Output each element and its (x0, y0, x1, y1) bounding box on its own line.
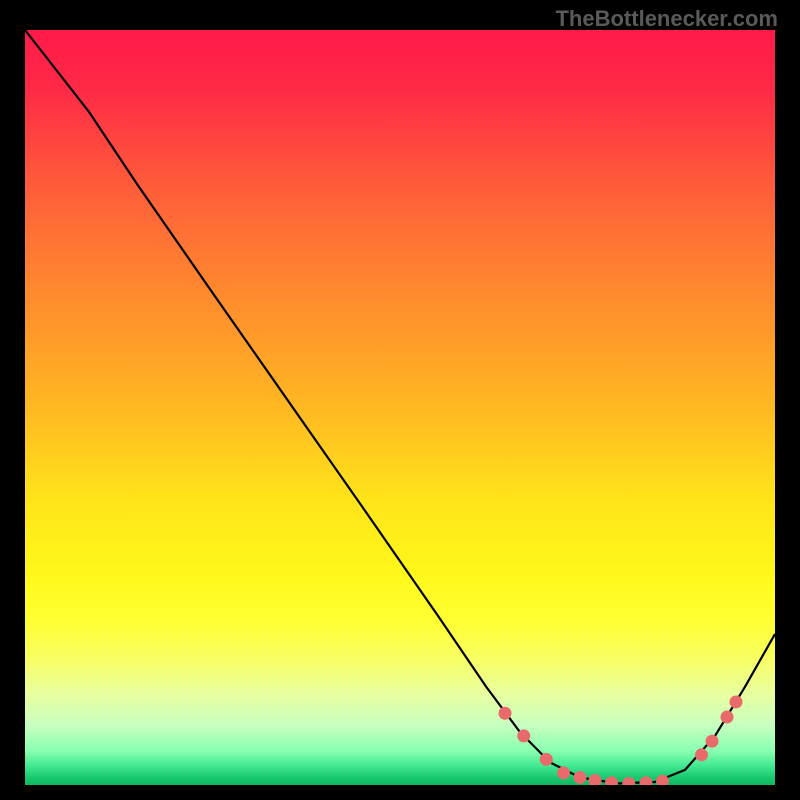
curve-marker (557, 766, 570, 779)
gradient-background (25, 30, 775, 785)
curve-marker (695, 748, 708, 761)
curve-marker (706, 735, 719, 748)
curve-marker (721, 711, 734, 724)
curve-marker (574, 771, 587, 784)
curve-marker (517, 729, 530, 742)
curve-marker (730, 695, 743, 708)
curve-marker (540, 753, 553, 766)
curve-marker (499, 707, 512, 720)
watermark-text: TheBottlenecker.com (555, 6, 778, 32)
bottleneck-chart (25, 30, 775, 785)
